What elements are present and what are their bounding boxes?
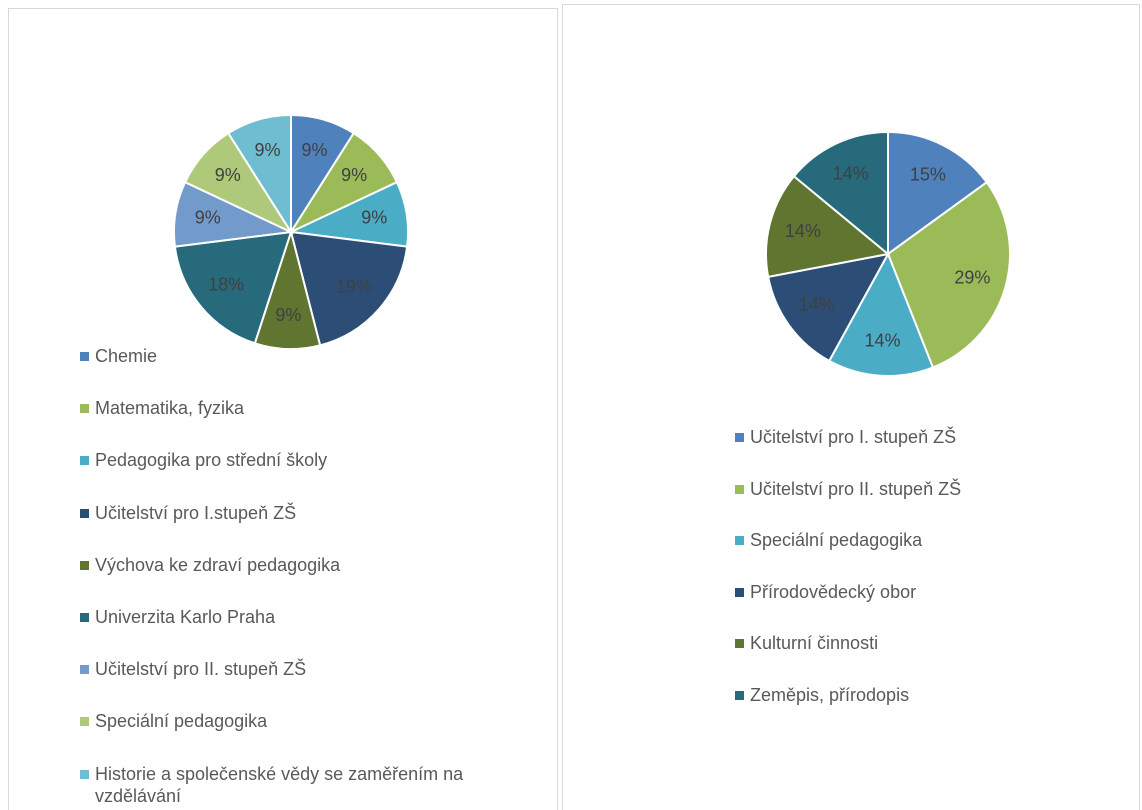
legend-item: Pedagogika pro střední školy xyxy=(80,449,545,471)
legend-label: Učitelství pro I. stupeň ZŠ xyxy=(750,427,957,447)
legend-item: Učitelství pro I. stupeň ZŠ xyxy=(735,426,990,448)
legend-label: Historie a společenské vědy se zaměřením… xyxy=(95,763,464,806)
legend-swatch xyxy=(80,456,89,466)
legend-swatch xyxy=(80,665,89,675)
pie-slice xyxy=(827,251,935,377)
legend-label: Chemie xyxy=(95,346,158,366)
panel-border xyxy=(8,8,558,810)
legend-label: Speciální pedagogika xyxy=(750,530,923,550)
legend-swatch xyxy=(735,484,744,494)
legend-swatch xyxy=(735,536,744,545)
legend-item: Univerzita Karlo Praha xyxy=(80,606,545,628)
legend-item: Speciální pedagogika xyxy=(80,710,545,732)
legend-item: Kulturní činnosti xyxy=(735,632,990,654)
data-label: 9% xyxy=(301,140,327,160)
pie-slice xyxy=(765,174,891,279)
legend-item: Přírodovědecký obor xyxy=(735,581,990,603)
data-label: 9% xyxy=(195,208,221,228)
data-label: 19% xyxy=(336,276,372,296)
pie-slice xyxy=(886,180,1011,369)
pie-slice xyxy=(226,113,292,236)
panel-border xyxy=(562,4,1140,810)
legend-item: Chemie xyxy=(80,345,545,367)
data-label: 18% xyxy=(208,274,244,294)
legend-label: Speciální pedagogika xyxy=(95,711,268,732)
legend-label: Univerzita Karlo Praha xyxy=(95,607,276,627)
legend-label: Kulturní činnosti xyxy=(750,633,879,653)
legend-item: Učitelství pro II. stupeň ZŠ xyxy=(80,658,545,680)
pie-slice xyxy=(289,230,409,347)
legend-label: Učitelství pro II. stupeň ZŠ xyxy=(95,659,307,680)
data-label: 14% xyxy=(785,221,821,241)
legend-swatch xyxy=(735,433,744,442)
pie-slice xyxy=(792,130,889,257)
legend-item: Matematika, fyzika xyxy=(80,397,545,419)
data-label: 9% xyxy=(341,165,367,185)
data-label: 29% xyxy=(954,267,990,287)
legend-item: Učitelství pro I.stupeň ZŠ xyxy=(80,502,545,524)
legend-swatch xyxy=(80,404,89,414)
data-label: 15% xyxy=(910,164,946,184)
legend-swatch xyxy=(80,352,89,361)
pie-slice xyxy=(887,130,989,256)
legend-item: Historie a společenské vědy se zaměřením… xyxy=(80,763,545,807)
legend-swatch xyxy=(735,587,744,597)
pie-slice xyxy=(766,252,890,363)
legend-swatch xyxy=(80,560,89,570)
legend-item: Zeměpis, přírodopis xyxy=(735,684,990,706)
legend-swatch xyxy=(735,639,744,648)
data-label: 9% xyxy=(215,165,241,185)
legend-label: Pedagogika pro střední školy xyxy=(95,450,328,471)
data-label: 14% xyxy=(799,294,835,314)
legend-label: Matematika, fyzika xyxy=(95,398,245,419)
legend-label: Učitelství pro II. stupeň ZŠ xyxy=(750,478,962,499)
data-label: 14% xyxy=(833,163,869,183)
legend-label: Přírodovědecký obor xyxy=(750,581,917,602)
legend-item: Speciální pedagogika xyxy=(735,529,990,551)
pie-slice xyxy=(173,230,293,345)
legend-label: Výchova ke zdraví pedagogika xyxy=(95,554,341,575)
legend-item: Učitelství pro II. stupeň ZŠ xyxy=(735,478,990,500)
legend-swatch xyxy=(80,769,89,779)
data-label: 9% xyxy=(361,208,387,228)
legend-swatch xyxy=(80,508,89,518)
data-label: 14% xyxy=(864,330,900,350)
data-label: 9% xyxy=(275,305,301,325)
legend-swatch xyxy=(735,690,744,700)
legend-swatch xyxy=(80,717,89,727)
legend-label: Učitelství pro I.stupeň ZŠ xyxy=(95,502,297,523)
legend-label: Zeměpis, přírodopis xyxy=(750,684,910,705)
data-label: 9% xyxy=(254,140,280,160)
legend-swatch xyxy=(80,613,89,622)
legend-item: Výchova ke zdraví pedagogika xyxy=(80,554,545,576)
